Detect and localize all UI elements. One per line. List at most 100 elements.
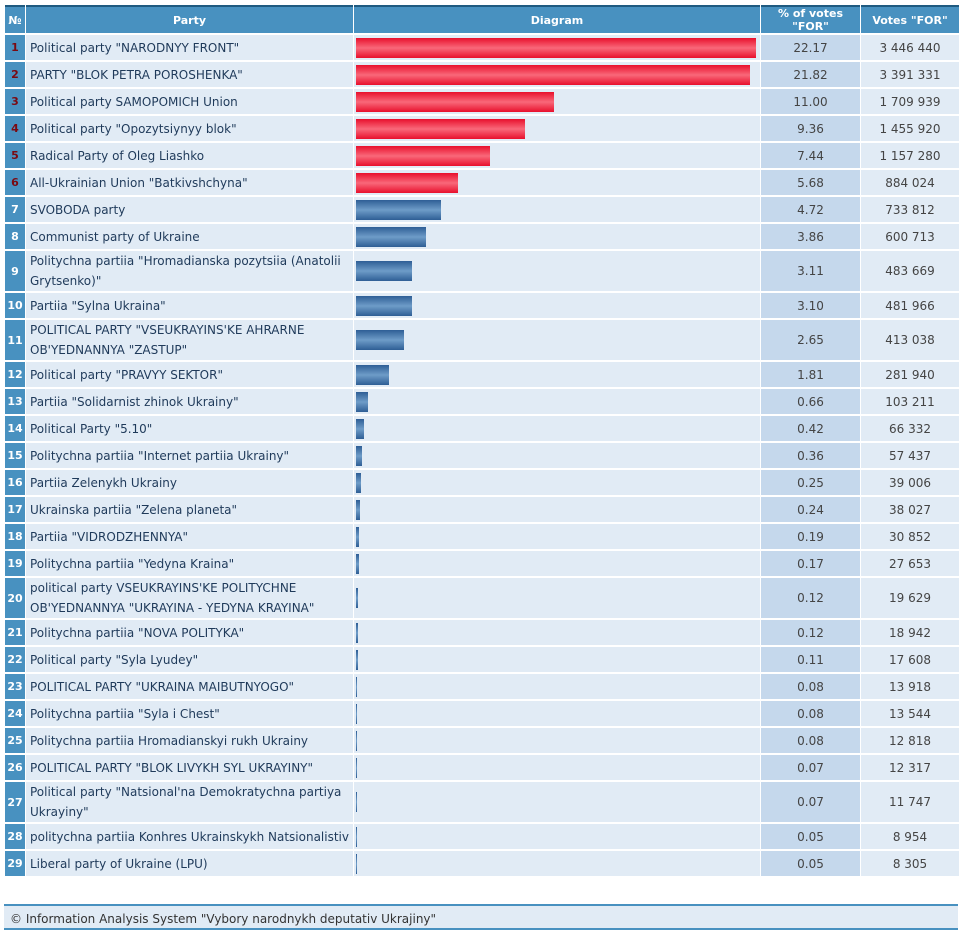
vote-bar — [356, 364, 389, 385]
diagram-cell — [354, 524, 760, 549]
row-number: 24 — [5, 701, 25, 726]
votes-value: 481 966 — [861, 293, 959, 318]
diagram-cell — [354, 320, 760, 360]
votes-value: 3 391 331 — [861, 62, 959, 87]
row-number: 12 — [5, 362, 25, 387]
diagram-cell — [354, 824, 760, 849]
row-number: 5 — [5, 143, 25, 168]
percent-value: 0.07 — [761, 782, 860, 822]
row-number: 9 — [5, 251, 25, 291]
table-row: 9 Politychna partiia "Hromadianska pozyt… — [5, 251, 959, 291]
votes-value: 27 653 — [861, 551, 959, 576]
vote-bar — [356, 261, 412, 281]
table-row: 29 Liberal party of Ukraine (LPU) 0.05 8… — [5, 851, 959, 876]
vote-bar — [356, 622, 358, 643]
vote-bar — [356, 145, 490, 166]
party-name: Politychna partiia "NOVA POLITYKA" — [26, 620, 353, 645]
votes-value: 17 608 — [861, 647, 959, 672]
diagram-cell — [354, 389, 760, 414]
diagram-cell — [354, 197, 760, 222]
percent-value: 3.10 — [761, 293, 860, 318]
row-number: 8 — [5, 224, 25, 249]
row-number: 7 — [5, 197, 25, 222]
votes-value: 38 027 — [861, 497, 959, 522]
percent-value: 0.08 — [761, 728, 860, 753]
vote-bar — [356, 418, 364, 439]
table-row: 8 Communist party of Ukraine 3.86 600 71… — [5, 224, 959, 249]
percent-value: 0.08 — [761, 674, 860, 699]
row-number: 6 — [5, 170, 25, 195]
vote-bar — [356, 757, 357, 778]
footer: © Information Analysis System "Vybory na… — [4, 904, 958, 930]
diagram-cell — [354, 362, 760, 387]
table-row: 14 Political Party "5.10" 0.42 66 332 — [5, 416, 959, 441]
table-row: 7 SVOBODA party 4.72 733 812 — [5, 197, 959, 222]
votes-value: 413 038 — [861, 320, 959, 360]
table-row: 20 political party VSEUKRAYINS'KE POLITY… — [5, 578, 959, 618]
party-name: Communist party of Ukraine — [26, 224, 353, 249]
table-row: 2 PARTY "BLOK PETRA POROSHENKA" 21.82 3 … — [5, 62, 959, 87]
votes-value: 12 818 — [861, 728, 959, 753]
row-number: 18 — [5, 524, 25, 549]
header-party: Party — [26, 5, 353, 33]
vote-bar — [356, 226, 426, 247]
votes-value: 11 747 — [861, 782, 959, 822]
row-number: 28 — [5, 824, 25, 849]
table-row: 6 All-Ukrainian Union "Batkivshchyna" 5.… — [5, 170, 959, 195]
table-row: 27 Political party "Natsional'na Demokra… — [5, 782, 959, 822]
diagram-cell — [354, 755, 760, 780]
row-number: 26 — [5, 755, 25, 780]
vote-bar — [356, 172, 458, 193]
vote-bar — [356, 118, 525, 139]
row-number: 23 — [5, 674, 25, 699]
diagram-cell — [354, 116, 760, 141]
row-number: 29 — [5, 851, 25, 876]
party-name: SVOBODA party — [26, 197, 353, 222]
vote-bar — [356, 703, 357, 724]
percent-value: 0.66 — [761, 389, 860, 414]
votes-value: 3 446 440 — [861, 35, 959, 60]
percent-value: 0.05 — [761, 824, 860, 849]
diagram-cell — [354, 620, 760, 645]
votes-value: 103 211 — [861, 389, 959, 414]
vote-bar — [356, 330, 404, 350]
percent-value: 0.05 — [761, 851, 860, 876]
table-row: 26 POLITICAL PARTY "BLOK LIVYKH SYL UKRA… — [5, 755, 959, 780]
votes-value: 8 954 — [861, 824, 959, 849]
diagram-cell — [354, 578, 760, 618]
table-row: 15 Politychna partiia "Internet partiia … — [5, 443, 959, 468]
party-name: Politychna partiia "Internet partiia Ukr… — [26, 443, 353, 468]
row-number: 1 — [5, 35, 25, 60]
vote-bar — [356, 526, 359, 547]
party-name: Partiia "Solidarnist zhinok Ukrainy" — [26, 389, 353, 414]
diagram-cell — [354, 674, 760, 699]
diagram-cell — [354, 293, 760, 318]
table-row: 1 Political party "NARODNYY FRONT" 22.17… — [5, 35, 959, 60]
vote-bar — [356, 588, 358, 608]
votes-value: 13 918 — [861, 674, 959, 699]
party-name: Liberal party of Ukraine (LPU) — [26, 851, 353, 876]
vote-bar — [356, 445, 362, 466]
votes-value: 19 629 — [861, 578, 959, 618]
votes-value: 1 157 280 — [861, 143, 959, 168]
party-name: POLITICAL PARTY "VSEUKRAYINS'KE AHRARNE … — [26, 320, 353, 360]
party-name: Ukrainska partiia "Zelena planeta" — [26, 497, 353, 522]
vote-bar — [356, 553, 359, 574]
row-number: 27 — [5, 782, 25, 822]
vote-bar — [356, 730, 357, 751]
row-number: 10 — [5, 293, 25, 318]
diagram-cell — [354, 728, 760, 753]
vote-bar — [356, 826, 357, 847]
votes-value: 30 852 — [861, 524, 959, 549]
party-name: All-Ukrainian Union "Batkivshchyna" — [26, 170, 353, 195]
header-pct: % of votes "FOR" — [761, 5, 860, 33]
diagram-cell — [354, 89, 760, 114]
party-name: Political Party "5.10" — [26, 416, 353, 441]
table-row: 5 Radical Party of Oleg Liashko 7.44 1 1… — [5, 143, 959, 168]
percent-value: 2.65 — [761, 320, 860, 360]
diagram-cell — [354, 851, 760, 876]
vote-bar — [356, 649, 358, 670]
percent-value: 0.08 — [761, 701, 860, 726]
diagram-cell — [354, 35, 760, 60]
diagram-cell — [354, 143, 760, 168]
